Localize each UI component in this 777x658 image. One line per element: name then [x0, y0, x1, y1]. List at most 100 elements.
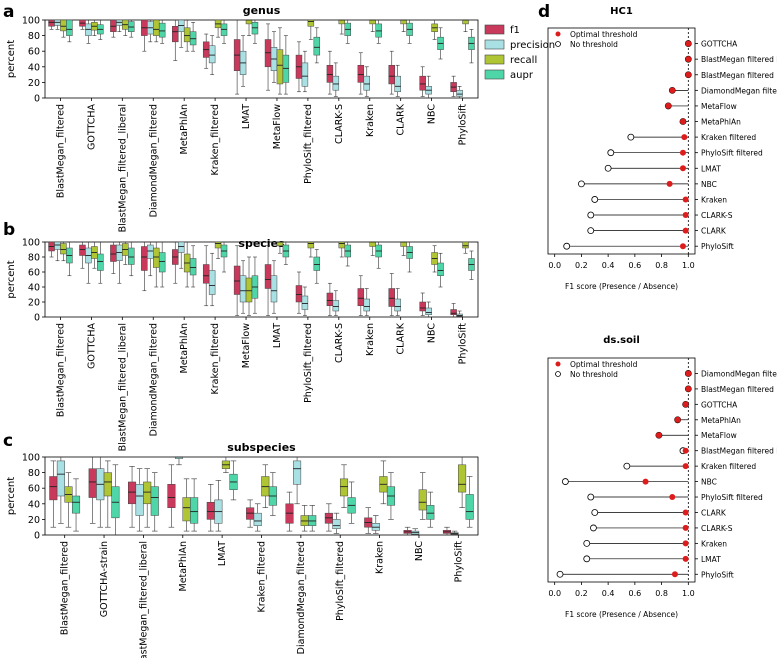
category-label: PhyloSift_filtered: [303, 323, 314, 403]
y-tick-label: 40: [28, 283, 40, 294]
legend-swatch-f1: [484, 24, 505, 35]
y-axis-label: percent: [6, 40, 17, 78]
x-tick-label: 0.6: [628, 589, 641, 598]
category-label: BlastMegan_filtered_liberal: [117, 104, 128, 232]
box-aupr: [189, 258, 197, 276]
category-label: LMAT: [272, 323, 283, 348]
y-tick-label: 60: [28, 268, 40, 279]
x-tick-label: 0.4: [602, 589, 615, 598]
no-threshold-point: [604, 164, 612, 172]
no-threshold-point: [556, 570, 564, 578]
optimal-threshold-point: [685, 56, 692, 63]
method-label: Kraken filtered: [701, 462, 756, 471]
box-panel-c: subspecies 0 20 40 60 80 100 percent BlastMegan_…: [6, 441, 479, 658]
method-label: CLARK-S: [701, 524, 733, 533]
optimal-threshold-point: [655, 432, 662, 439]
no-threshold-point: [591, 196, 599, 203]
method-label: PhyloSift filtered: [701, 149, 763, 158]
box-recall: [60, 19, 67, 32]
box-f1: [419, 301, 426, 312]
box-precision: [332, 519, 341, 530]
category-label: PhyloSift: [458, 104, 469, 146]
optimal-threshold-point: [682, 196, 689, 203]
panel-letter-d: d: [538, 2, 550, 22]
optimal-threshold-point: [674, 416, 681, 423]
method-label: CLARK: [701, 227, 727, 236]
box-recall: [400, 241, 407, 247]
chart-title: HC1: [610, 6, 633, 17]
box-recall: [276, 49, 284, 85]
box-recall: [462, 241, 469, 249]
optimal-threshold-point: [681, 134, 688, 141]
box-precision: [177, 241, 185, 253]
category-label: BlastMegan_filtered: [55, 323, 66, 417]
box-precision: [54, 241, 61, 250]
box-precision: [293, 460, 302, 485]
box-f1: [388, 64, 395, 85]
optimal-threshold-point: [666, 180, 673, 187]
category-label: PhyloSift_filtered: [303, 104, 314, 184]
box-f1: [172, 25, 179, 43]
method-label: NBC: [701, 478, 717, 487]
category-label: MetaFlow: [241, 323, 252, 369]
box-f1: [357, 64, 365, 83]
box-recall: [153, 247, 160, 268]
chart-title: ds.soil: [603, 335, 640, 346]
optimal-threshold-point: [682, 401, 689, 408]
no-threshold-point: [578, 180, 585, 188]
optimal-threshold-point: [682, 227, 689, 234]
box-precision: [332, 75, 340, 91]
box-f1: [167, 484, 176, 508]
category-label: GOTTCHA: [86, 104, 97, 150]
plot-frame: [547, 27, 696, 255]
no-threshold-point: [587, 211, 595, 219]
method-label: PhyloSift: [701, 242, 734, 251]
no-threshold-point: [591, 509, 599, 516]
box-precision: [301, 295, 309, 310]
box-aupr: [128, 247, 135, 265]
optimal-threshold-point: [671, 571, 678, 578]
box-recall: [143, 481, 152, 505]
category-label: PhyloSift: [453, 541, 464, 583]
category-label: DiamondMegan_filtered: [148, 104, 159, 217]
y-tick-label: 80: [28, 31, 40, 42]
chart-title: subspecies: [227, 441, 296, 454]
y-tick-label: 0: [34, 313, 40, 324]
y-tick-label: 20: [28, 515, 40, 526]
y-tick-label: 100: [22, 453, 40, 464]
box-aupr: [313, 36, 321, 56]
x-tick-label: 1.0: [682, 261, 695, 270]
box-recall: [462, 19, 469, 25]
no-threshold-point: [583, 555, 591, 563]
legend-swatch-precision: [484, 39, 505, 50]
box-f1: [388, 288, 395, 307]
x-tick-label: 0.0: [548, 261, 561, 270]
y-tick-label: 60: [28, 484, 40, 495]
no-threshold-point: [587, 493, 595, 501]
box-recall: [60, 243, 67, 255]
legend-swatch-aupr: [484, 69, 505, 80]
box-recall: [307, 241, 315, 249]
category-label: CLARK-S: [334, 323, 345, 363]
category-label: MetaPhlAn: [179, 104, 190, 155]
category-label: Kraken: [375, 541, 386, 574]
category-label: Kraken_filtered: [257, 541, 268, 613]
category-label: MetaFlow: [272, 104, 283, 150]
legend-label-precision: precision: [510, 40, 555, 51]
box-precision: [332, 300, 340, 312]
box-f1: [357, 288, 365, 306]
box-recall: [182, 497, 191, 522]
category-label: LMAT: [217, 541, 228, 566]
panel-letter-a: a: [3, 2, 14, 22]
optimal-threshold-point: [685, 370, 692, 377]
box-f1: [326, 292, 334, 306]
method-label: GOTTCHA: [701, 400, 738, 409]
box-recall: [458, 464, 467, 493]
legend-label-aupr: aupr: [510, 70, 534, 81]
box-panel-a: genus 0 20 40 60 80 100 percent BlastMegan_filte…: [6, 4, 479, 232]
method-label: PhyloSift: [701, 570, 734, 579]
category-label: PhyloSift: [458, 323, 469, 365]
method-label: NBC: [701, 180, 717, 189]
